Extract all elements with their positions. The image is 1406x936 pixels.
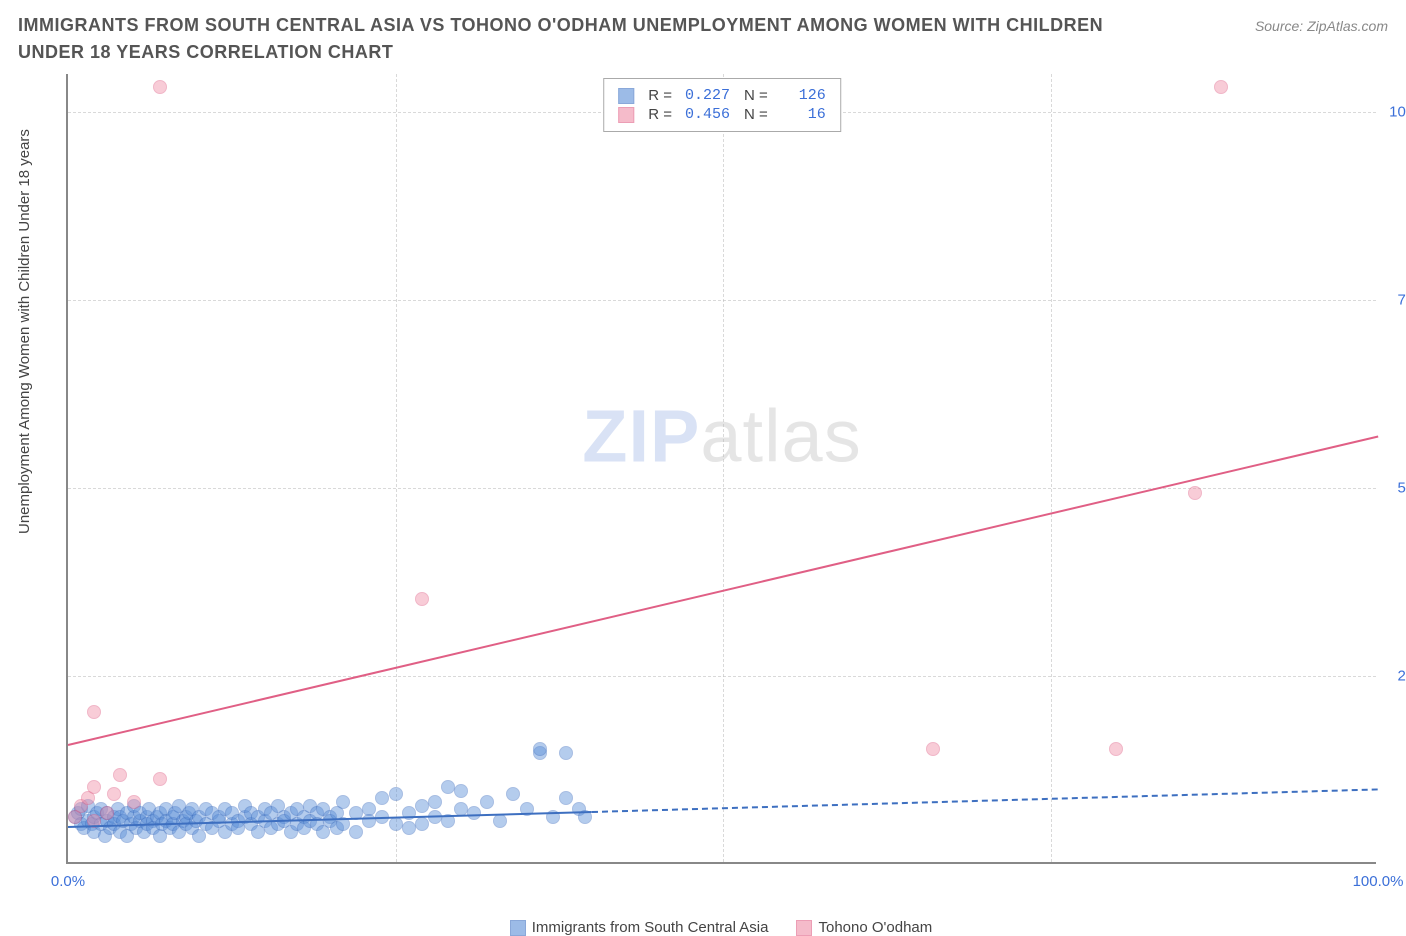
data-point — [153, 80, 167, 94]
data-point — [389, 817, 403, 831]
data-point — [559, 791, 573, 805]
legend-swatch-a2 — [510, 920, 526, 936]
data-point — [428, 795, 442, 809]
trend-line — [592, 789, 1378, 814]
data-point — [454, 784, 468, 798]
watermark: ZIPatlas — [582, 394, 861, 479]
chart-title: IMMIGRANTS FROM SOUTH CENTRAL ASIA VS TO… — [18, 12, 1118, 66]
data-point — [1109, 742, 1123, 756]
data-point — [506, 787, 520, 801]
scatter-plot: R =0.227 N =126 R =0.456 N =16 ZIPatlas … — [66, 74, 1376, 864]
data-point — [559, 746, 573, 760]
legend-swatch-a — [618, 88, 634, 104]
n-value-a: 126 — [776, 87, 826, 104]
y-tick: 50.0% — [1397, 479, 1406, 496]
stats-legend: R =0.227 N =126 R =0.456 N =16 — [603, 78, 841, 132]
data-point — [389, 787, 403, 801]
y-tick: 100.0% — [1389, 103, 1406, 120]
x-tick: 0.0% — [51, 873, 85, 890]
legend-swatch-b — [618, 107, 634, 123]
r-value-a: 0.227 — [680, 87, 730, 104]
data-point — [375, 791, 389, 805]
series-b-label: Tohono O'odham — [818, 919, 932, 936]
x-tick: 100.0% — [1353, 873, 1404, 890]
data-point — [336, 795, 350, 809]
data-point — [107, 787, 121, 801]
data-point — [1188, 486, 1202, 500]
data-point — [113, 768, 127, 782]
data-point — [533, 742, 547, 756]
legend-swatch-b2 — [796, 920, 812, 936]
y-tick: 25.0% — [1397, 667, 1406, 684]
data-point — [415, 592, 429, 606]
y-tick: 75.0% — [1397, 291, 1406, 308]
data-point — [467, 806, 481, 820]
data-point — [415, 799, 429, 813]
data-point — [926, 742, 940, 756]
data-point — [441, 780, 455, 794]
data-point — [1214, 80, 1228, 94]
series-a-label: Immigrants from South Central Asia — [532, 919, 769, 936]
r-value-b: 0.456 — [680, 106, 730, 123]
data-point — [415, 817, 429, 831]
data-point — [362, 814, 376, 828]
source-label: Source: ZipAtlas.com — [1255, 18, 1388, 34]
data-point — [127, 795, 141, 809]
y-axis-label: Unemployment Among Women with Children U… — [16, 129, 33, 534]
x-legend: Immigrants from South Central Asia Tohon… — [66, 919, 1376, 936]
n-value-b: 16 — [776, 106, 826, 123]
data-point — [87, 705, 101, 719]
data-point — [480, 795, 494, 809]
data-point — [100, 806, 114, 820]
data-point — [349, 825, 363, 839]
data-point — [87, 780, 101, 794]
data-point — [153, 772, 167, 786]
data-point — [402, 821, 416, 835]
